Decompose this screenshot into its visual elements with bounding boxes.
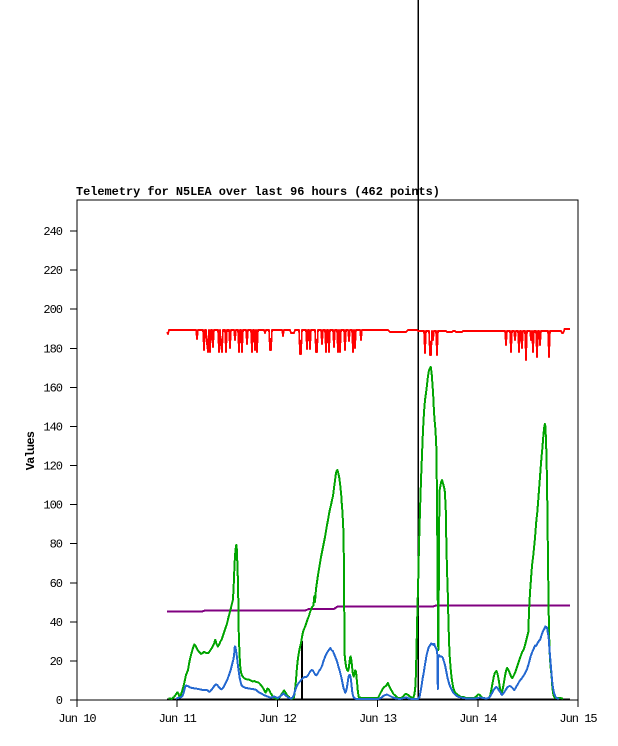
svg-text:220: 220 [43, 264, 62, 278]
svg-text:80: 80 [50, 538, 63, 552]
svg-text:100: 100 [43, 499, 62, 513]
svg-text:0: 0 [56, 694, 63, 708]
svg-text:Telemetry for N5LEA over last: Telemetry for N5LEA over last 96 hours (… [76, 185, 440, 199]
svg-text:Jun 15: Jun 15 [559, 712, 597, 726]
svg-text:120: 120 [43, 460, 62, 474]
svg-text:140: 140 [43, 420, 62, 434]
svg-text:200: 200 [43, 303, 62, 317]
svg-text:Jun 14: Jun 14 [459, 712, 497, 726]
svg-text:Jun 11: Jun 11 [159, 712, 197, 726]
svg-text:180: 180 [43, 342, 62, 356]
svg-text:Jun 13: Jun 13 [359, 712, 397, 726]
svg-text:Values: Values [24, 431, 38, 470]
svg-text:20: 20 [50, 655, 63, 669]
svg-text:Jun 12: Jun 12 [259, 712, 297, 726]
svg-text:40: 40 [50, 616, 63, 630]
svg-text:Jun 10: Jun 10 [58, 712, 96, 726]
svg-text:60: 60 [50, 577, 63, 591]
svg-text:240: 240 [43, 225, 62, 239]
svg-text:160: 160 [43, 381, 62, 395]
